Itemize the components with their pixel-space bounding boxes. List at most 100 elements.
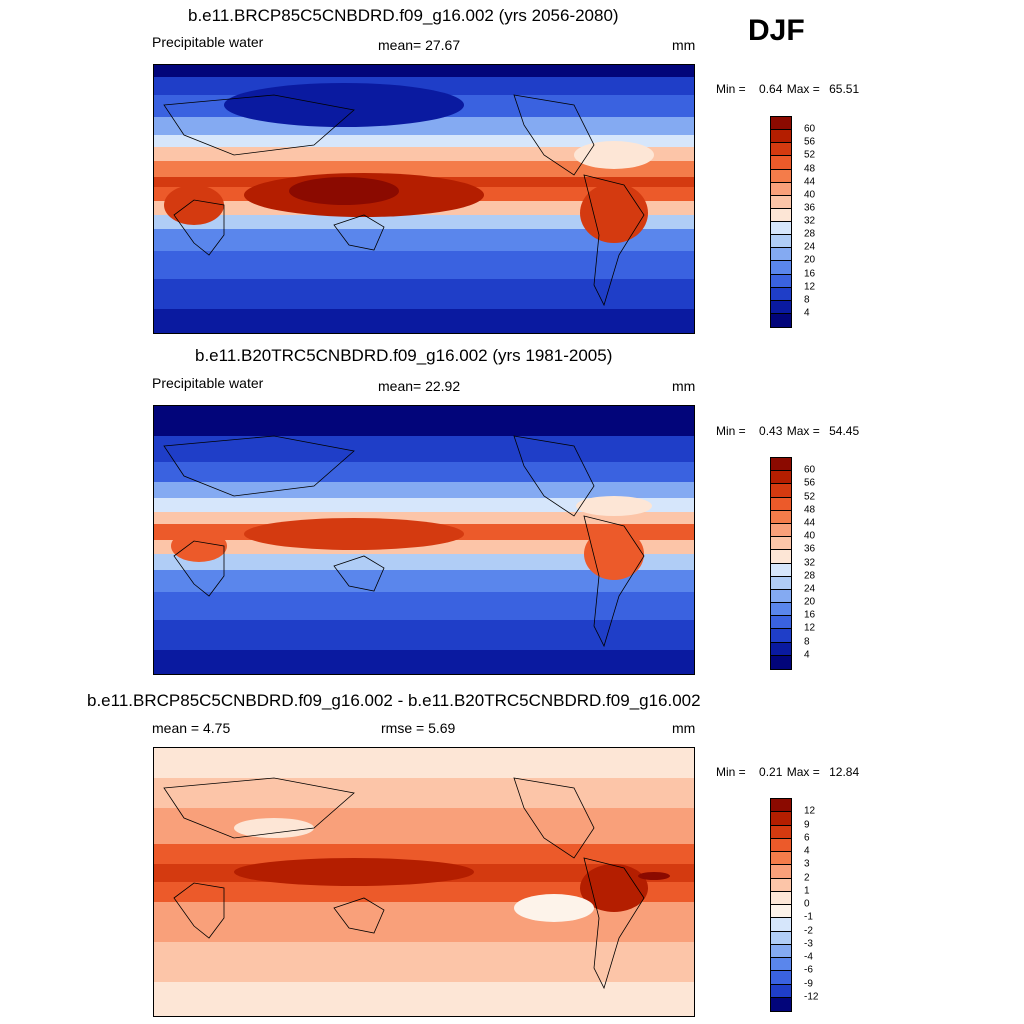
colorbar-swatch [771,523,791,538]
min-value: 0.64 [759,82,783,96]
colorbar-swatch [771,537,791,551]
units-label: mm [672,378,696,394]
colorbar-swatch [771,497,791,511]
colorbar-swatch [771,825,791,839]
colorbar-swatch [771,642,791,656]
mean-label: mean= 27.67 [378,37,461,53]
colorbar-swatch [771,261,791,275]
min-label: Min = [716,424,746,438]
colorbar-tick-label: 4 [804,307,810,319]
min-label: Min = [716,765,746,779]
variable-label: Precipitable water [152,375,264,391]
colorbar-tick-label: 32 [804,215,816,227]
units-label: mm [672,37,696,53]
max-value: 65.51 [829,82,860,96]
min-label: Min = [716,82,746,96]
minmax-readout: Min = 0.21 Max = 12.84 [716,765,859,779]
mean-label: mean= 22.92 [378,378,461,394]
colorbar-tick-label: 20 [804,596,816,608]
colorbar-tick-label: 1 [804,885,810,897]
panel-title: b.e11.BRCP85C5CNBDRD.f09_g16.002 - b.e11… [87,691,701,710]
colorbar-future [770,116,792,328]
colorbar-swatch [771,655,791,669]
colorbar-tick-label: 8 [804,636,810,648]
colorbar-tick-label: 28 [804,570,816,582]
colorbar-difference [770,798,792,1012]
colorbar-swatch [771,616,791,630]
colorbar-tick-label: 44 [804,517,816,529]
colorbar-tick-label: 12 [804,622,816,634]
colorbar-swatch [771,812,791,826]
colorbar-swatch [771,248,791,262]
map-historical [153,405,695,675]
colorbar-swatch [771,471,791,485]
units-label: mm [672,720,696,736]
max-label: Max = [786,424,820,438]
colorbar-tick-label: 16 [804,609,816,621]
colorbar-tick-label: 40 [804,189,816,201]
colorbar-swatch [771,563,791,577]
colorbar-tick-label: 48 [804,504,816,516]
colorbar-swatch [771,182,791,196]
panel-title: b.e11.BRCP85C5CNBDRD.f09_g16.002 (yrs 20… [188,6,619,25]
colorbar-swatch [771,143,791,157]
minmax-readout: Min = 0.43 Max = 54.45 [716,424,859,438]
colorbar-tick-label: -3 [804,938,813,950]
colorbar-swatch [771,838,791,852]
colorbar-swatch [771,891,791,905]
colorbar-swatch [771,313,791,327]
colorbar-swatch [771,287,791,301]
colorbar-swatch [771,931,791,945]
colorbar-historical [770,457,792,670]
colorbar-tick-label: -9 [804,978,813,989]
colorbar-tick-label: 9 [804,819,810,830]
colorbar-tick-label: 4 [804,649,810,661]
colorbar-swatch [771,905,791,919]
colorbar-tick-label: 0 [804,898,810,910]
colorbar-tick-label: 60 [804,123,816,135]
colorbar-tick-label: 12 [804,281,816,293]
max-value: 54.45 [829,424,860,438]
colorbar-tick-label: 28 [804,228,816,240]
colorbar-tick-label: 20 [804,254,816,266]
variable-label: Precipitable water [152,34,264,50]
colorbar-tick-label: 36 [804,543,816,555]
colorbar-tick-label: 3 [804,858,810,870]
colorbar-swatch [771,130,791,144]
colorbar-tick-label: -1 [804,911,813,923]
mean-label: mean = 4.75 [152,720,231,736]
colorbar-tick-label: 24 [804,241,816,253]
colorbar-swatch [771,195,791,209]
colorbar-tick-label: -12 [804,991,819,1003]
colorbar-swatch [771,958,791,972]
colorbar-swatch [771,997,791,1011]
max-label: Max = [786,82,820,96]
colorbar-tick-label: 24 [804,583,816,595]
colorbar-tick-label: -2 [804,925,813,936]
max-label: Max = [786,765,820,779]
colorbar-swatch [771,852,791,866]
colorbar-swatch [771,799,791,813]
minmax-readout: Min = 0.64 Max = 65.51 [716,82,859,96]
colorbar-tick-label: 8 [804,294,810,306]
colorbar-swatch [771,944,791,958]
colorbar-tick-label: -4 [804,951,813,963]
min-value: 0.43 [759,424,783,438]
colorbar-swatch [771,235,791,249]
rmse-label: rmse = 5.69 [381,720,456,736]
colorbar-swatch [771,458,791,472]
panel-title: b.e11.B20TRC5CNBDRD.f09_g16.002 (yrs 198… [195,346,613,365]
colorbar-tick-label: 56 [804,477,816,489]
colorbar-swatch [771,156,791,170]
colorbar-tick-label: 36 [804,202,816,214]
colorbar-swatch [771,510,791,524]
colorbar-swatch [771,984,791,998]
colorbar-swatch [771,484,791,498]
colorbar-swatch [771,971,791,985]
min-value: 0.21 [759,765,783,779]
colorbar-swatch [771,878,791,892]
colorbar-swatch [771,603,791,617]
colorbar-tick-label: 32 [804,557,816,568]
colorbar-tick-label: 16 [804,268,816,279]
colorbar-swatch [771,865,791,879]
